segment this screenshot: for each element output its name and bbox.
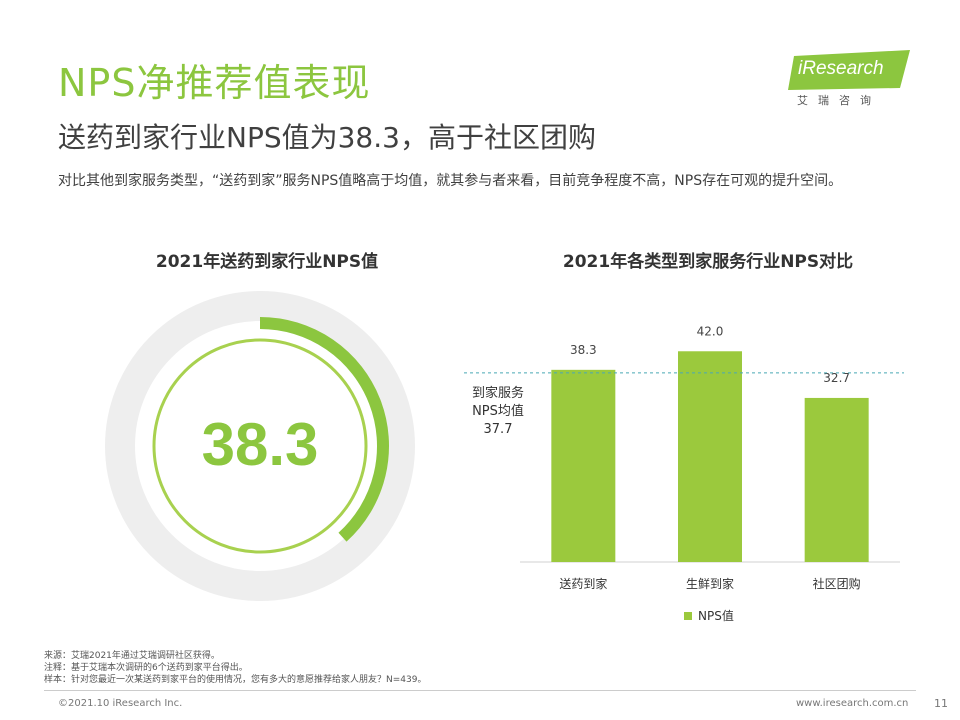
bar-2 — [678, 351, 742, 562]
bar-value-label: 38.3 — [570, 343, 597, 357]
category-label: 送药到家 — [559, 576, 607, 591]
website-link[interactable]: www.iresearch.com.cn — [796, 698, 909, 709]
footnote-sample: 样本：针对您最近一次某送药到家平台的使用情况，您有多大的意愿推荐给家人朋友？N=… — [44, 675, 427, 685]
copyright: ©2021.10 iResearch Inc. — [58, 698, 183, 709]
logo-subtitle: 艾瑞咨询 — [797, 94, 881, 107]
footnote-source: 来源：艾瑞2021年通过艾瑞调研社区获得。 — [44, 651, 220, 661]
footer-divider — [44, 690, 916, 691]
bar-value-label: 42.0 — [697, 324, 724, 338]
category-label: 社区团购 — [813, 576, 861, 591]
average-label-line: 到家服务 — [472, 385, 524, 401]
gauge-value: 38.3 — [201, 411, 319, 478]
gauge-progress-arc — [259, 317, 389, 542]
page-title: NPS净推荐值表现 — [58, 61, 371, 105]
page-number: 11 — [934, 697, 948, 710]
nps-bar-chart: 38.3 送药到家 42.0 生鲜到家 32.7 社区团购 到家服务 NPS均值 37.7 NPS… — [440, 300, 920, 640]
legend-label: NPS值 — [698, 608, 734, 623]
category-label: 生鲜到家 — [686, 576, 734, 591]
nps-gauge — [100, 286, 420, 606]
average-label-line: 37.7 — [484, 422, 513, 437]
page-description: 对比其他到家服务类型，“送药到家”服务NPS值略高于均值，就其参与者来看，目前竞… — [58, 173, 843, 189]
iresearch-logo: iResearch — [788, 50, 912, 106]
legend-swatch — [684, 612, 692, 620]
gauge-inner-ring — [152, 338, 368, 554]
gauge-title: 2021年送药到家行业NPS值 — [155, 252, 379, 272]
bar-3 — [804, 397, 869, 562]
bar-1 — [551, 369, 616, 562]
footnote-note: 注释：基于艾瑞本次调研的6个送药到家平台得出。 — [44, 663, 248, 673]
bar-value-label: 32.7 — [823, 371, 850, 385]
bar-chart-title: 2021年各类型到家服务行业NPS对比 — [562, 252, 854, 272]
gauge-outer-ring — [105, 291, 415, 601]
logo-text: iResearch — [798, 58, 884, 79]
page-subtitle: 送药到家行业NPS值为38.3，高于社区团购 — [58, 121, 596, 154]
average-label-line: NPS均值 — [472, 403, 524, 419]
footnotes: 来源：艾瑞2021年通过艾瑞调研社区获得。 注释：基于艾瑞本次调研的6个送药到家… — [44, 650, 426, 686]
